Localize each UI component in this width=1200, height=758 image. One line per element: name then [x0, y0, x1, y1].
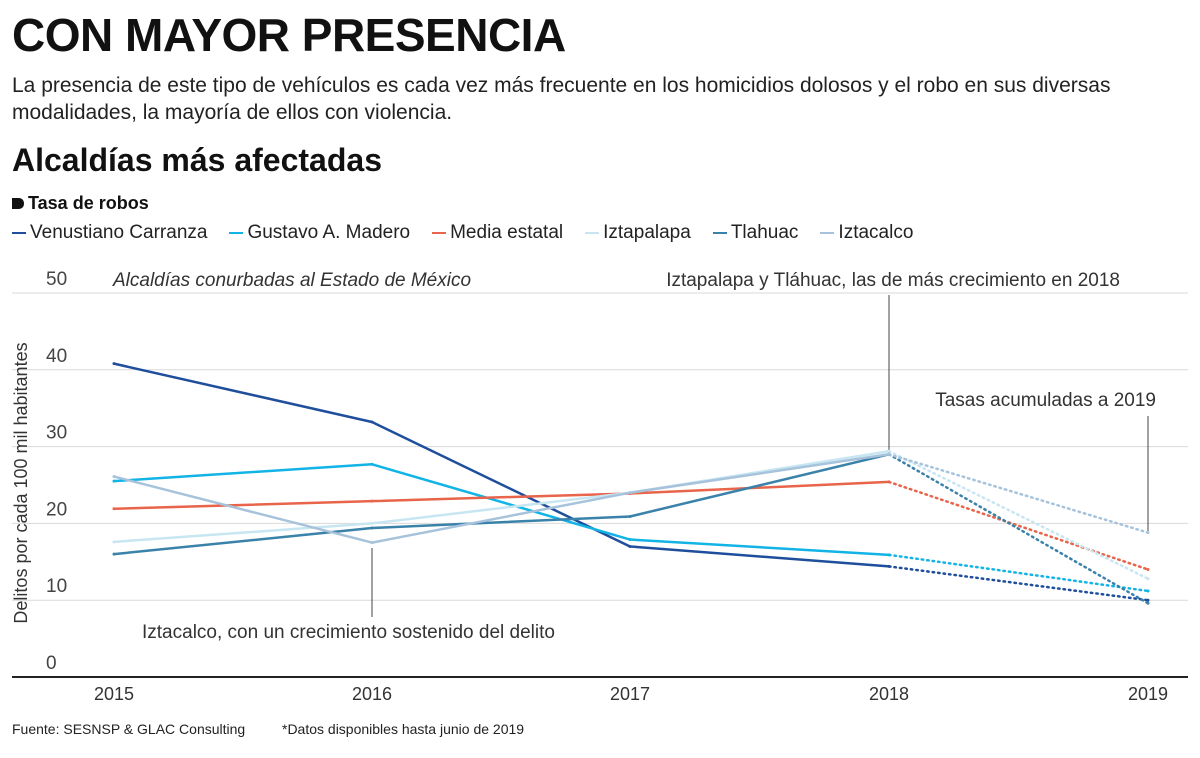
data-point	[112, 362, 116, 366]
series-line	[112, 480, 891, 511]
y-tick-label: 20	[46, 499, 67, 520]
series-line	[112, 449, 891, 544]
measure-label-text: Tasa de robos	[28, 193, 149, 213]
data-point	[1146, 598, 1150, 602]
y-tick-label: 30	[46, 423, 67, 444]
x-tick-label: 2015	[94, 684, 134, 704]
y-tick-label: 40	[46, 346, 67, 367]
data-point	[887, 480, 891, 484]
y-tick-label: 10	[46, 576, 67, 597]
legend-label: Iztacalco	[838, 222, 914, 243]
data-point	[628, 538, 632, 542]
data-point	[370, 526, 374, 530]
data-point	[1146, 589, 1150, 593]
data-point	[628, 491, 632, 495]
annotation-cumulative: Tasas acumuladas a 2019	[935, 390, 1156, 411]
series-projection	[887, 453, 1150, 605]
legend-item: Tlahuac	[712, 222, 799, 244]
series-projection	[887, 553, 1150, 593]
legend-swatch	[820, 232, 835, 234]
annotation-top-right: Iztapalapa y Tláhuac, las de más crecimi…	[666, 270, 1120, 291]
legend-item: Iztacalco	[820, 222, 913, 244]
legend-swatch	[12, 232, 26, 234]
legend-swatch	[229, 232, 244, 234]
data-point	[1146, 567, 1150, 571]
x-tick-label: 2018	[869, 684, 909, 704]
data-point	[628, 544, 632, 548]
data-point	[112, 507, 116, 511]
data-point	[887, 564, 891, 568]
series-line	[112, 453, 891, 544]
data-point	[112, 540, 116, 544]
data-point	[887, 452, 891, 456]
chart-legend: Venustiano Carranza Gustavo A. Madero Medi…	[12, 222, 913, 244]
data-point	[112, 479, 116, 483]
series-projection	[887, 449, 1150, 580]
legend-item: Gustavo A. Madero	[229, 222, 410, 244]
legend-label: Iztapalapa	[603, 222, 691, 243]
x-tick-label: 2016	[352, 684, 392, 704]
data-point	[887, 553, 891, 557]
x-tick-label: 2019	[1128, 684, 1168, 704]
y-axis-label: Delitos por cada 100 mil habitantes	[11, 342, 31, 623]
y-tick-label: 50	[46, 269, 67, 290]
page-title: CON MAYOR PRESENCIA	[12, 9, 566, 61]
data-point	[370, 521, 374, 525]
legend-item: Venustiano Carranza	[12, 222, 207, 244]
data-point	[628, 514, 632, 518]
legend-swatch	[585, 232, 600, 234]
data-point	[112, 475, 116, 479]
tag-icon	[12, 198, 24, 209]
page-subtitle: La presencia de este tipo de vehículos e…	[12, 74, 1111, 124]
data-point	[1146, 577, 1150, 581]
section-title: Alcaldías más afectadas	[12, 142, 382, 178]
series-projection	[887, 565, 1150, 602]
source-note: Fuente: SESNSP & GLAC Consulting	[12, 721, 246, 737]
data-point	[370, 541, 374, 545]
series-projection	[887, 453, 1150, 534]
legend-label: Tlahuac	[730, 222, 799, 243]
x-tick-label: 2017	[610, 684, 650, 704]
data-point	[370, 499, 374, 503]
data-point	[1146, 531, 1150, 535]
measure-label: Tasa de robos	[12, 193, 149, 214]
series-line	[112, 453, 891, 556]
data-point	[887, 449, 891, 453]
data-footnote: *Datos disponibles hasta junio de 2019	[282, 721, 525, 737]
series-projection	[887, 480, 1150, 571]
y-tick-label: 0	[46, 653, 57, 674]
legend-label: Gustavo A. Madero	[247, 222, 411, 243]
data-point	[370, 420, 374, 424]
series-line	[112, 362, 891, 568]
data-point	[370, 462, 374, 466]
legend-swatch	[432, 232, 447, 234]
legend-item: Media estatal	[432, 222, 563, 244]
legend-label: Media estatal	[450, 222, 564, 243]
data-point	[112, 552, 116, 556]
legend-label: Venustiano Carranza	[30, 222, 208, 243]
series-line	[112, 463, 891, 557]
legend-swatch	[712, 232, 727, 234]
annotation-top-left: Alcaldías conurbadas al Estado de México	[112, 270, 471, 291]
annotation-iztacalco: Iztacalco, con un crecimiento sostenido …	[142, 622, 555, 643]
legend-item: Iztapalapa	[585, 222, 691, 244]
data-point	[1146, 601, 1150, 605]
